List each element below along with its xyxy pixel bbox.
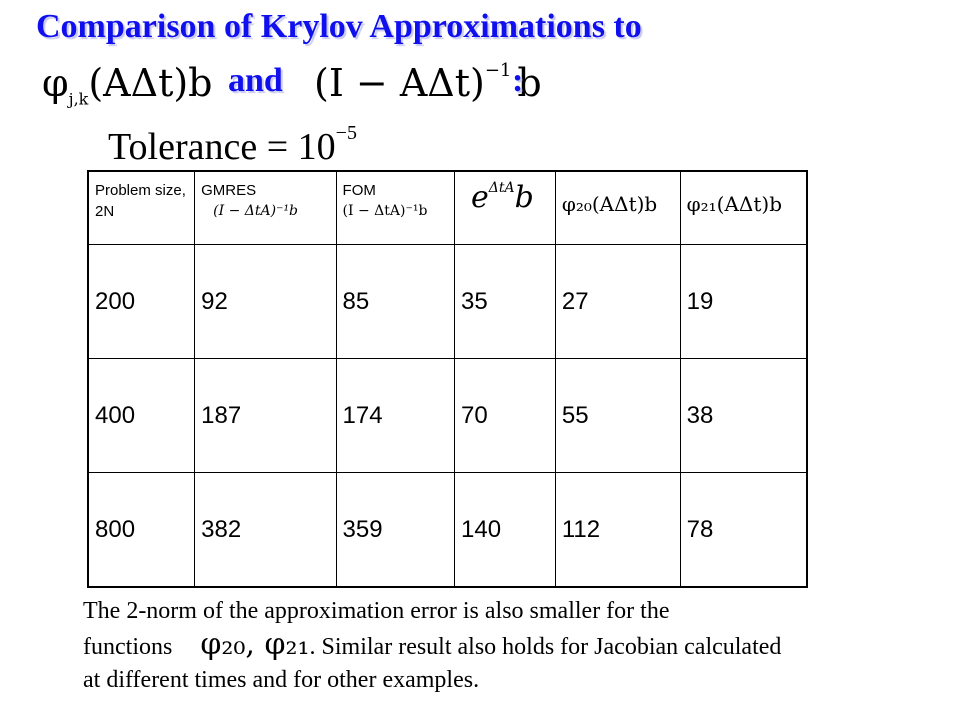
table-row: 200 92 85 35 27 19: [87, 244, 808, 359]
phi20-phi21-formula: φ₂₀, φ₂₁: [200, 627, 310, 662]
table-cell: 35: [454, 244, 556, 359]
results-table: Problem size, 2N GMRES (I − ΔtA)⁻¹b FOM …: [87, 170, 808, 588]
table-cell: 140: [454, 472, 556, 588]
table-row: 800 382 359 140 112 78: [87, 472, 808, 588]
header-problem-size: Problem size, 2N: [87, 170, 196, 245]
table-cell: 187: [194, 358, 337, 473]
table-cell: 85: [335, 244, 456, 359]
header-exponential: eΔtAb: [454, 170, 556, 245]
table-cell: 78: [679, 472, 808, 588]
footnote-line2: functions φ₂₀, φ₂₁. Similar result also …: [83, 627, 782, 662]
phi-jk-formula: φj,k(AΔt)b: [42, 61, 213, 109]
table-cell: 27: [554, 244, 681, 359]
table-cell: 400: [87, 358, 196, 473]
tolerance-label: Tolerance = 10−5: [108, 122, 357, 168]
footnote-line1: The 2-norm of the approximation error is…: [83, 598, 670, 624]
table-cell: 38: [679, 358, 808, 473]
header-phi20: φ₂₀(AΔt)b: [554, 170, 681, 245]
table-cell: 19: [679, 244, 808, 359]
table-cell: 55: [554, 358, 681, 473]
table-cell: 70: [454, 358, 556, 473]
table-cell: 92: [194, 244, 337, 359]
title-and: and: [228, 62, 283, 99]
table-cell: 112: [554, 472, 681, 588]
inverse-formula: (I − AΔt)−1 b: [314, 60, 542, 105]
table-header-row: Problem size, 2N GMRES (I − ΔtA)⁻¹b FOM …: [87, 170, 808, 245]
table-cell: 200: [87, 244, 196, 359]
header-gmres: GMRES (I − ΔtA)⁻¹b: [194, 170, 337, 245]
header-fom: FOM (I − ΔtA)⁻¹b: [335, 170, 456, 245]
slide-title-line1: Comparison of Krylov Approximations to: [36, 8, 642, 45]
table-cell: 382: [194, 472, 337, 588]
table-row: 400 187 174 70 55 38: [87, 358, 808, 473]
header-phi21: φ₂₁(AΔt)b: [679, 170, 808, 245]
title-colon: :: [512, 62, 524, 99]
footnote-text: The 2-norm of the approximation error is…: [83, 595, 959, 697]
table-cell: 800: [87, 472, 196, 588]
footnote-line3: at different times and for other example…: [83, 667, 480, 693]
table-cell: 359: [335, 472, 456, 588]
table-cell: 174: [335, 358, 456, 473]
